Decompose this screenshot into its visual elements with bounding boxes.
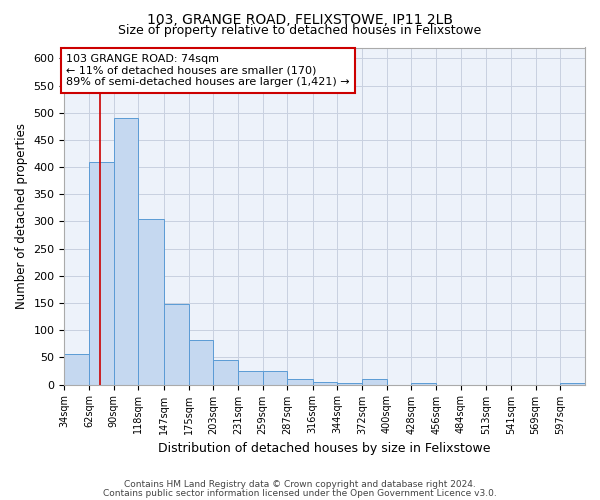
Text: Contains HM Land Registry data © Crown copyright and database right 2024.: Contains HM Land Registry data © Crown c… <box>124 480 476 489</box>
Bar <box>362 379 387 384</box>
Text: 103 GRANGE ROAD: 74sqm
← 11% of detached houses are smaller (170)
89% of semi-de: 103 GRANGE ROAD: 74sqm ← 11% of detached… <box>66 54 350 87</box>
Bar <box>139 219 164 384</box>
Bar <box>188 340 213 384</box>
Bar <box>412 383 436 384</box>
Bar <box>313 382 337 384</box>
Bar <box>337 383 362 384</box>
Bar <box>164 304 188 384</box>
Bar <box>238 371 263 384</box>
Bar <box>64 354 89 384</box>
Bar <box>560 383 585 384</box>
Bar <box>89 162 114 384</box>
Bar <box>213 360 238 384</box>
Text: Contains public sector information licensed under the Open Government Licence v3: Contains public sector information licen… <box>103 489 497 498</box>
Text: 103, GRANGE ROAD, FELIXSTOWE, IP11 2LB: 103, GRANGE ROAD, FELIXSTOWE, IP11 2LB <box>147 12 453 26</box>
Y-axis label: Number of detached properties: Number of detached properties <box>15 123 28 309</box>
X-axis label: Distribution of detached houses by size in Felixstowe: Distribution of detached houses by size … <box>158 442 491 455</box>
Bar <box>263 371 287 384</box>
Text: Size of property relative to detached houses in Felixstowe: Size of property relative to detached ho… <box>118 24 482 37</box>
Bar <box>114 118 139 384</box>
Bar <box>287 379 313 384</box>
